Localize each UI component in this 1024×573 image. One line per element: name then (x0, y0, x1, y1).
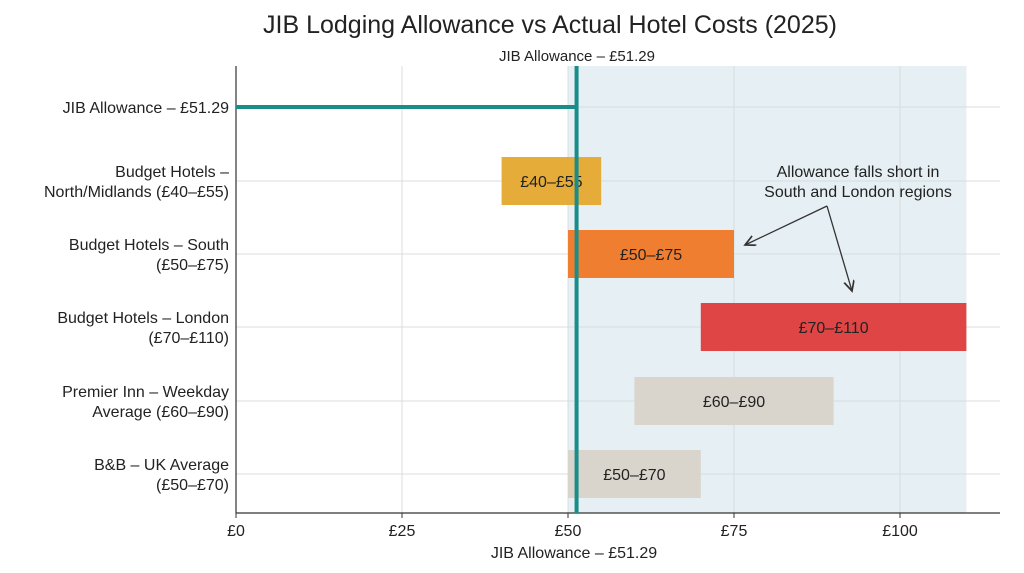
range-bar-label: £60–£90 (703, 394, 765, 411)
category-label: Budget Hotels – South (£50–£75) (69, 237, 229, 274)
range-bar-label: £70–£110 (799, 320, 869, 337)
category-label: Budget Hotels – North/Midlands (£40–£55) (44, 164, 229, 201)
chart-title: JIB Lodging Allowance vs Actual Hotel Co… (263, 11, 837, 39)
category-label-line: (£50–£75) (156, 257, 229, 274)
category-label: JIB Allowance – £51.29 (63, 100, 229, 117)
range-bar (568, 230, 734, 278)
range-bar (634, 377, 834, 425)
x-tick-label: £50 (555, 523, 582, 540)
range-bar (568, 450, 701, 498)
category-label: Premier Inn – Weekday Average (£60–£90) (62, 384, 229, 421)
annotation-line: Allowance falls short in (777, 164, 940, 181)
annotation-line: South and London regions (764, 184, 952, 201)
category-label-line: Average (£60–£90) (92, 404, 229, 421)
plot-area: £0 £25 £50 £75 £100 JIB Allowance – £51.29 Bud… (44, 66, 1000, 540)
allowance-top-label: JIB Allowance – £51.29 (499, 48, 655, 65)
category-label-line: (£50–£70) (156, 477, 229, 494)
x-tick-label: £25 (389, 523, 416, 540)
x-tick-label: £100 (882, 523, 918, 540)
annotation-arrow-south (745, 205, 828, 245)
category-label-line: Budget Hotels – South (69, 237, 229, 254)
shortfall-shaded-region (568, 66, 967, 513)
category-label-line: North/Midlands (£40–£55) (44, 184, 229, 201)
category-label: B&B – UK Average (£50–£70) (94, 457, 229, 494)
category-label-line: Premier Inn – Weekday (62, 384, 229, 401)
annotation-text: Allowance falls short in South and London… (764, 164, 952, 201)
range-bar (700, 303, 967, 351)
category-label-line: JIB Allowance – £51.29 (63, 100, 229, 117)
category-label-line: Budget Hotels – London (57, 310, 229, 327)
range-bar-label: £50–£75 (620, 247, 682, 264)
allowance-bottom-label: JIB Allowance – £51.29 (491, 545, 657, 562)
range-bar (501, 157, 602, 205)
category-label-line: Budget Hotels – (115, 164, 229, 181)
category-label-line: B&B – UK Average (94, 457, 229, 474)
x-tick-label: £0 (227, 523, 245, 540)
range-bar-label: £50–£70 (603, 467, 665, 484)
x-tick-label: £75 (721, 523, 748, 540)
annotation-arrow-london (826, 205, 852, 291)
range-bar-label: £40–£55 (520, 174, 582, 191)
category-label-line: (£70–£110) (148, 330, 229, 347)
category-label: Budget Hotels – London (£70–£110) (57, 310, 229, 347)
